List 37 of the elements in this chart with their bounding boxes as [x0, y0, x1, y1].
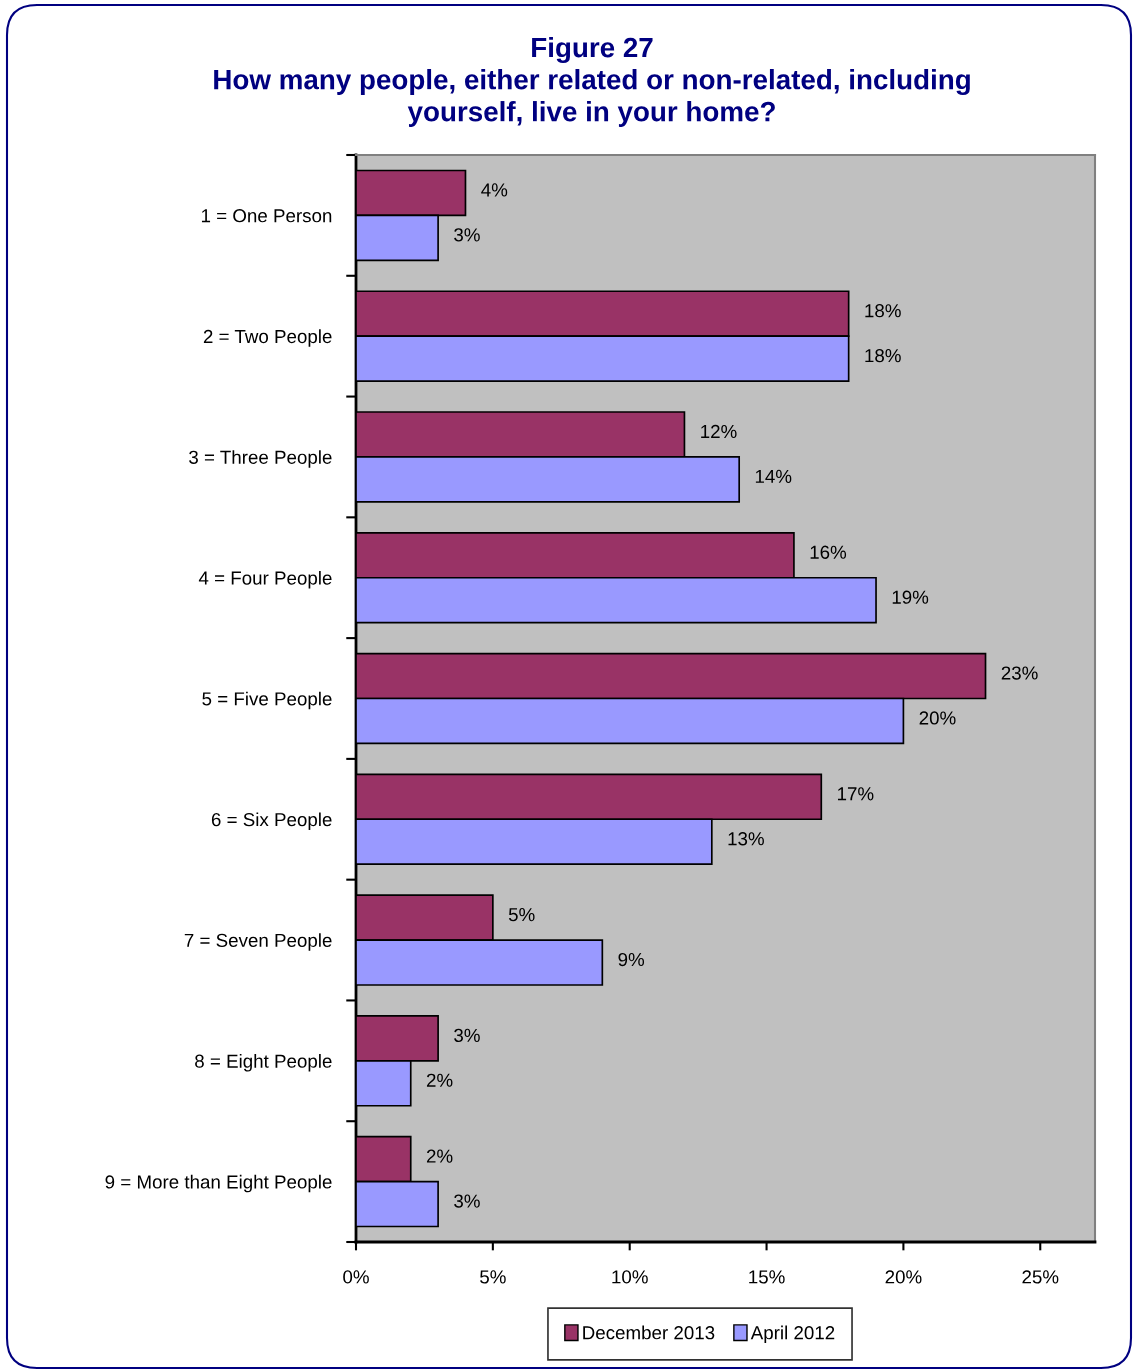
- data-label: 2%: [426, 1149, 453, 1163]
- data-label: 18%: [865, 304, 901, 318]
- data-label: 5%: [508, 908, 535, 922]
- y-tick-label: 1 = One Person: [201, 209, 332, 223]
- chart-subtitle: How many people, either related or non-related, including yourself, live in your home?: [214, 69, 970, 127]
- y-tick-label: 3 = Three People: [189, 450, 332, 468]
- y-tick-label: 4 = Four People: [198, 570, 332, 589]
- chart-title: Figure 27: [532, 36, 653, 64]
- data-label: 14%: [755, 469, 792, 483]
- legend-label: December 2013: [583, 1325, 715, 1340]
- data-label: 20%: [919, 711, 956, 725]
- data-label: 3%: [454, 1028, 480, 1043]
- y-tick-label: 5 = Five People: [202, 691, 332, 710]
- data-label: 18%: [865, 349, 901, 363]
- y-tick-label: 6 = Six People: [211, 812, 332, 830]
- data-label: 19%: [892, 590, 929, 604]
- y-tick-label: 2 = Two People: [203, 329, 332, 347]
- data-label: 17%: [838, 787, 874, 801]
- data-label: 23%: [1001, 666, 1038, 680]
- y-tick-label: 7 = Seven People: [184, 933, 332, 951]
- x-tick-label: 25%: [1022, 1270, 1059, 1284]
- data-label: 13%: [728, 832, 764, 846]
- data-label: 2%: [426, 1073, 453, 1087]
- legend-label: April 2012: [750, 1325, 835, 1344]
- data-label: 3%: [454, 228, 480, 242]
- data-label: 12%: [701, 424, 737, 439]
- y-tick-label: 8 = Eight People: [195, 1054, 332, 1072]
- data-label: 4%: [481, 183, 508, 197]
- x-tick-label: 10%: [612, 1270, 648, 1284]
- x-tick-label: 0%: [343, 1270, 369, 1284]
- x-tick-label: 5%: [480, 1270, 506, 1284]
- data-label: 9%: [618, 952, 645, 967]
- x-tick-label: 15%: [749, 1270, 785, 1284]
- data-label: 16%: [810, 545, 847, 559]
- y-tick-label: 9 = More than Eight People: [105, 1174, 332, 1193]
- data-label: 3%: [454, 1194, 480, 1208]
- x-tick-label: 20%: [885, 1270, 922, 1284]
